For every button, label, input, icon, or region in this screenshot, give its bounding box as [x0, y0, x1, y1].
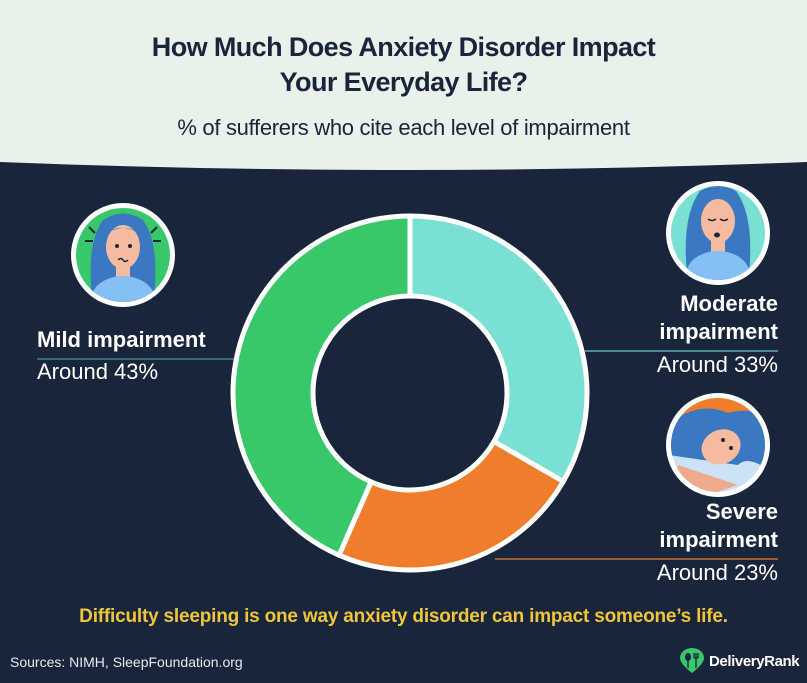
header-band [0, 0, 807, 170]
moderate-name-line2: impairment [659, 319, 778, 344]
donut-slice-mild [230, 213, 413, 558]
title-line-1: How Much Does Anxiety Disorder Impact [151, 32, 656, 62]
moderate-value: Around 33% [656, 352, 778, 377]
title-line-2: Your Everyday Life? [279, 67, 528, 97]
moderate-name-line1: Moderate [680, 291, 778, 316]
footnote: Difficulty sleeping is one way anxiety d… [79, 606, 728, 627]
moderate-label: Moderate impairment Around 33% [657, 290, 778, 379]
donut-chart [230, 213, 590, 573]
severe-name-line2: impairment [659, 527, 778, 552]
brand-name: DeliveryRank [709, 652, 800, 670]
donut-slice-moderate [407, 213, 590, 484]
brand-logo: DeliveryRank [679, 648, 800, 674]
fork-spoon-icon [680, 648, 704, 673]
mild-value: Around 43% [37, 359, 159, 384]
severe-value: Around 23% [656, 560, 778, 585]
mild-name: Mild impairment [37, 327, 206, 352]
severe-name-line1: Severe [705, 499, 778, 524]
sources: Sources: NIMH, SleepFoundation.org [10, 654, 243, 670]
woman-lying-awake-icon [666, 393, 770, 497]
severe-label: Severe impairment Around 23% [657, 498, 778, 587]
page-title: How Much Does Anxiety Disorder Impact Yo… [0, 30, 807, 100]
mild-label: Mild impairment Around 43% [37, 326, 206, 386]
donut-slice-severe [336, 439, 566, 573]
woman-tired-icon [666, 181, 770, 285]
subtitle: % of sufferers who cite each level of im… [177, 115, 630, 140]
woman-stressed-icon [71, 203, 175, 307]
